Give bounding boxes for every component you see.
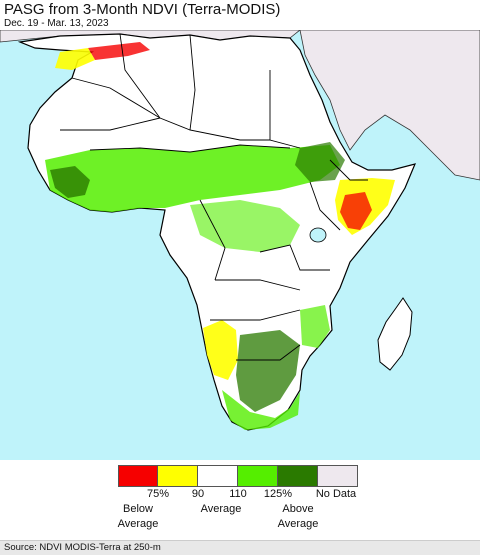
sahel-above-average — [45, 145, 340, 212]
madagascar — [377, 297, 413, 371]
southern-africa-green — [236, 330, 300, 412]
legend-swatch-no-data — [318, 465, 358, 487]
legend-swatch-below — [158, 465, 198, 487]
north-africa-yellow — [55, 48, 95, 70]
footer: Source: NDVI MODIS-Terra at 250-m — [0, 540, 480, 555]
legend-tick-90: 90 — [191, 488, 205, 500]
legend-tick-no-data: No Data — [315, 488, 357, 500]
legend-tick-75: 75% — [146, 488, 170, 500]
north-africa-red — [88, 42, 150, 60]
legend: 75% 90 110 125% No Data Below Average Av… — [0, 460, 480, 540]
map-title: PASG from 3-Month NDVI (Terra-MODIS) — [4, 1, 281, 18]
legend-swatch-well-below — [118, 465, 158, 487]
central-africa-green — [190, 200, 300, 252]
country-borders — [60, 33, 368, 361]
ethiopia-green — [295, 142, 345, 182]
map-header: PASG from 3-Month NDVI (Terra-MODIS) Dec… — [0, 0, 480, 30]
source-credit: Source: NDVI MODIS-Terra at 250-m — [4, 542, 161, 553]
west-coast-green — [50, 166, 90, 198]
south-africa-green — [222, 390, 300, 430]
legend-tick-110: 110 — [229, 488, 247, 500]
legend-swatch-well-above — [278, 465, 318, 487]
legend-swatch-above — [238, 465, 278, 487]
legend-label-average: Average — [200, 503, 242, 515]
legend-label-above-average: Above Average — [277, 503, 319, 530]
mozambique-green — [300, 305, 330, 348]
legend-tick-125: 125% — [263, 488, 293, 500]
date-range: Dec. 19 - Mar. 13, 2023 — [4, 18, 109, 29]
legend-swatch-average — [198, 465, 238, 487]
map-canvas — [0, 30, 480, 431]
africa-ndvi-map — [0, 30, 480, 460]
east-africa-red — [340, 192, 372, 230]
middle-east-no-data — [299, 30, 480, 181]
anomaly-patches — [45, 42, 395, 430]
lake-victoria — [309, 227, 327, 243]
legend-label-below-average: Below Average — [117, 503, 159, 530]
namibia-yellow — [203, 320, 238, 380]
